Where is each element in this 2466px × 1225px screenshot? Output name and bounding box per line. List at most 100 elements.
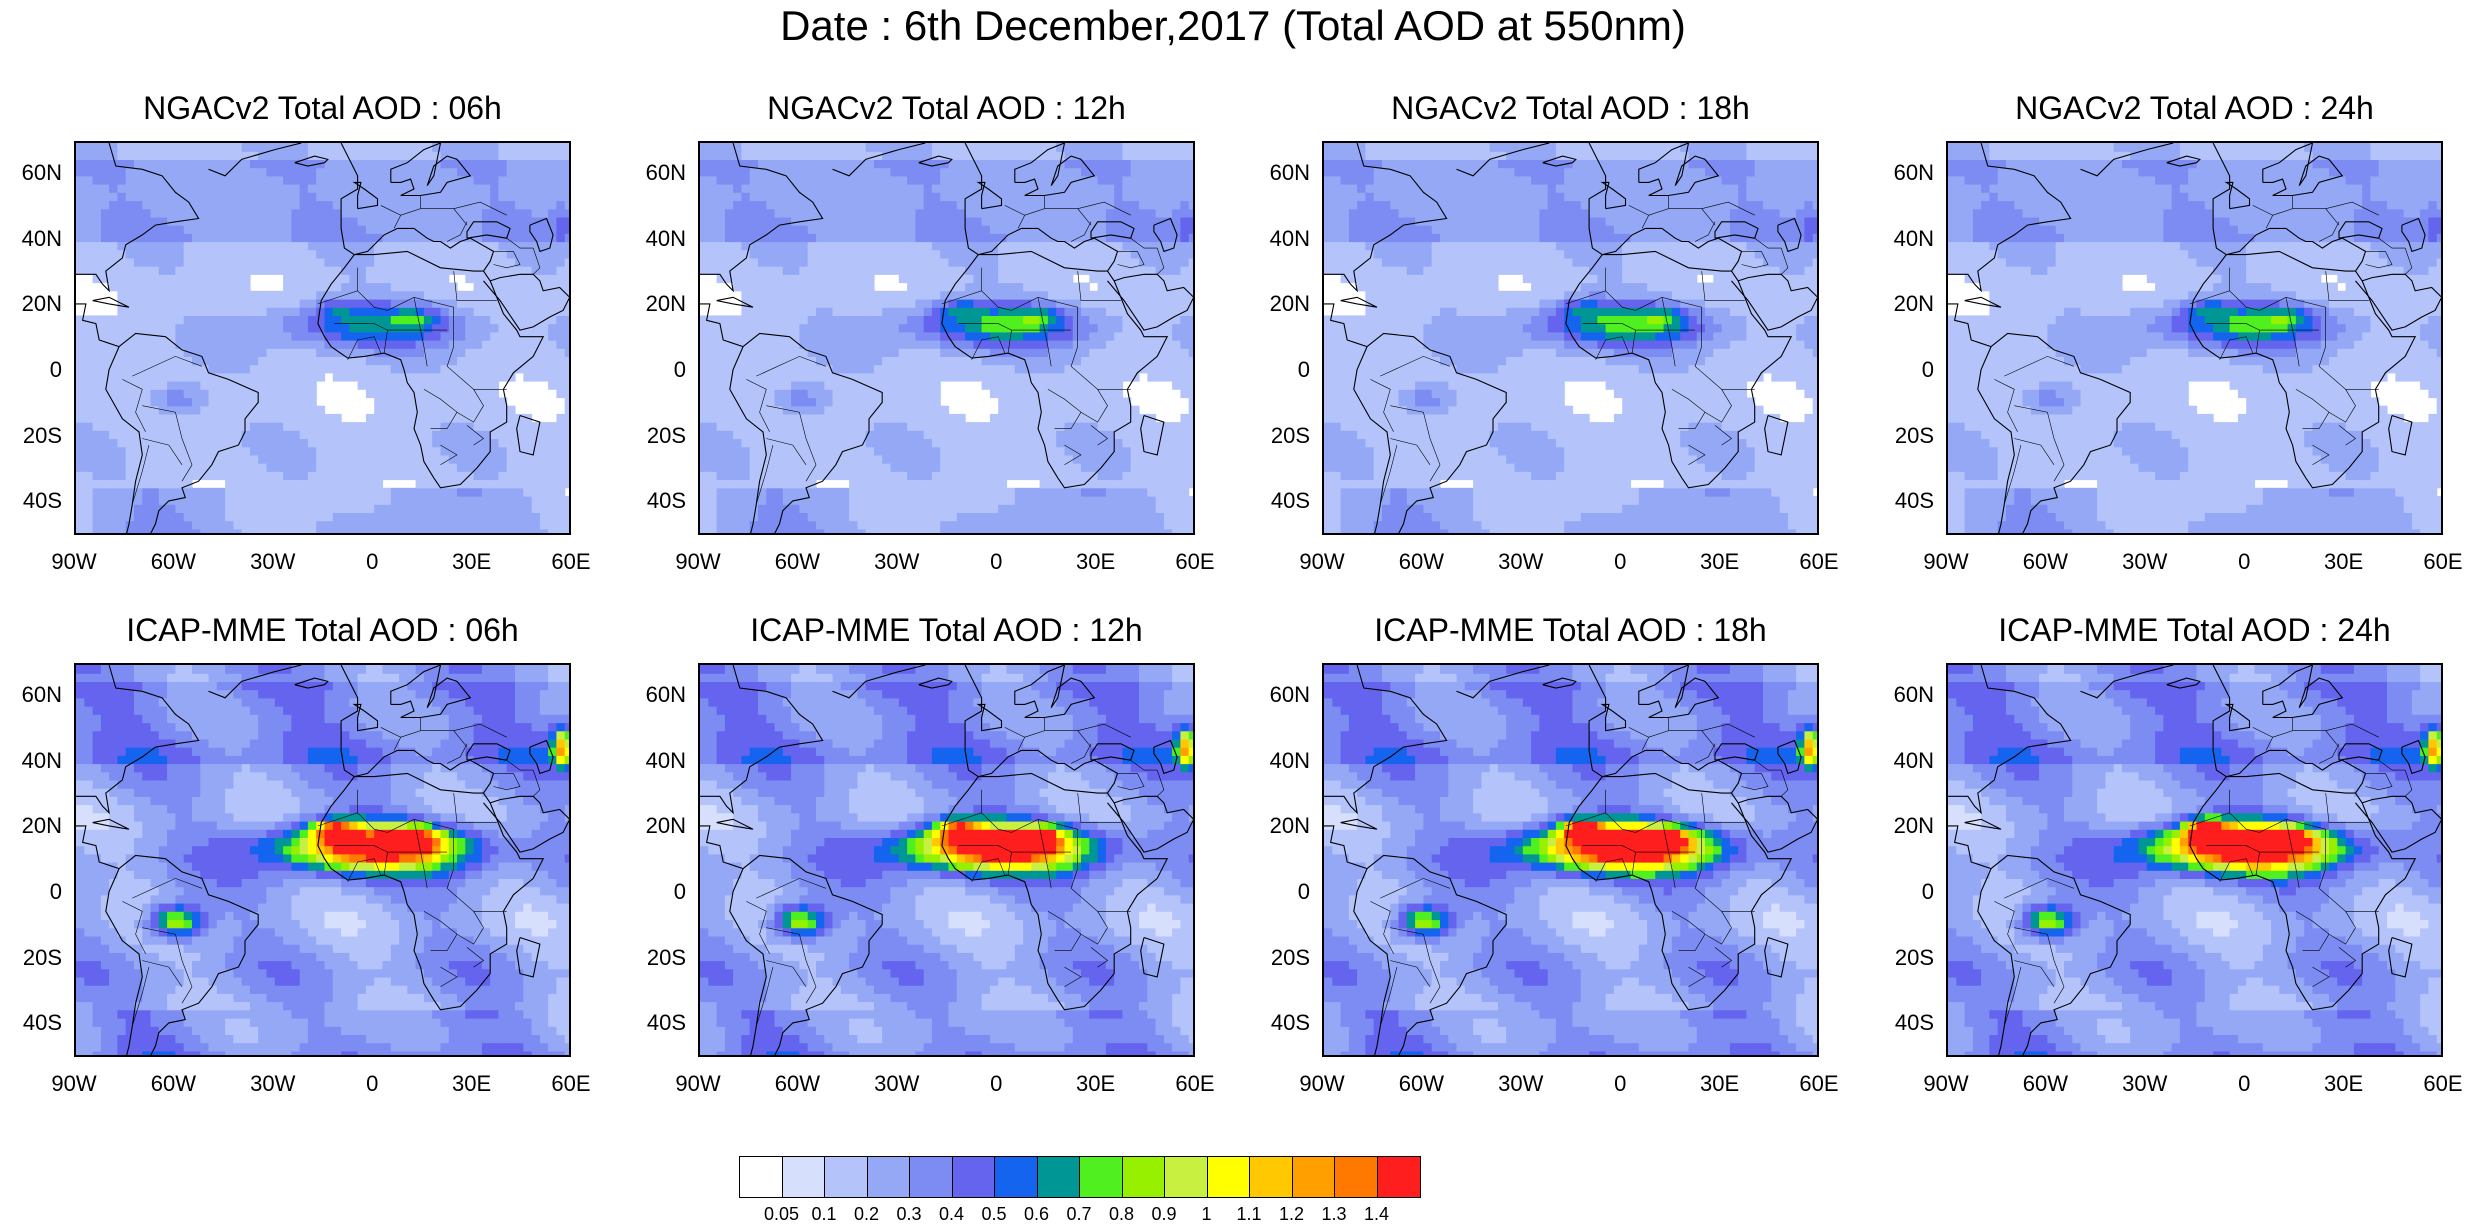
lon-tick-label: 0	[2209, 549, 2279, 575]
colorbar	[739, 1156, 1421, 1198]
lon-tick-label: 30W	[1486, 1071, 1556, 1097]
panel-title: ICAP-MME Total AOD : 06h	[13, 612, 633, 649]
colorbar-box	[868, 1157, 911, 1197]
lat-tick-label: 60N	[1240, 160, 1310, 186]
panel-title: ICAP-MME Total AOD : 24h	[1885, 612, 2466, 649]
lon-tick-label: 60W	[762, 1071, 832, 1097]
lat-tick-label: 40S	[616, 1010, 686, 1036]
aod-field	[1948, 665, 2443, 1057]
lon-tick-label: 60W	[138, 1071, 208, 1097]
lon-tick-label: 0	[337, 1071, 407, 1097]
colorbar-box	[910, 1157, 953, 1197]
lat-tick-label: 40N	[0, 226, 62, 252]
lat-tick-label: 40S	[1240, 1010, 1310, 1036]
lat-tick-label: 0	[1864, 357, 1934, 383]
lon-tick-label: 60W	[1386, 1071, 1456, 1097]
lat-tick-label: 20S	[1240, 423, 1310, 449]
colorbar-box	[1165, 1157, 1208, 1197]
colorbar-box	[953, 1157, 996, 1197]
lon-tick-label: 60W	[1386, 549, 1456, 575]
colorbar-box	[1378, 1157, 1421, 1197]
lat-tick-label: 0	[0, 879, 62, 905]
colorbar-box	[825, 1157, 868, 1197]
lon-tick-label: 60E	[536, 549, 606, 575]
aod-map-ngacv2-06h	[74, 141, 571, 535]
colorbar-box	[1123, 1157, 1166, 1197]
lon-tick-label: 30E	[437, 549, 507, 575]
lon-tick-label: 0	[961, 1071, 1031, 1097]
colorbar-box	[783, 1157, 826, 1197]
lat-tick-label: 40N	[1864, 748, 1934, 774]
panel-title: NGACv2 Total AOD : 18h	[1261, 90, 1881, 127]
lat-tick-label: 40S	[1240, 488, 1310, 514]
colorbar-box	[1038, 1157, 1081, 1197]
aod-field	[700, 143, 1195, 535]
lat-tick-label: 40S	[616, 488, 686, 514]
colorbar-box	[1335, 1157, 1378, 1197]
lat-tick-label: 20N	[0, 291, 62, 317]
lat-tick-label: 40N	[1864, 226, 1934, 252]
lon-tick-label: 0	[1585, 1071, 1655, 1097]
colorbar-box	[740, 1157, 783, 1197]
lat-tick-label: 0	[0, 357, 62, 383]
lon-tick-label: 60W	[2010, 1071, 2080, 1097]
lon-tick-label: 60W	[138, 549, 208, 575]
lat-tick-label: 40N	[0, 748, 62, 774]
lon-tick-label: 0	[1585, 549, 1655, 575]
lon-tick-label: 90W	[1911, 1071, 1981, 1097]
lon-tick-label: 60E	[1160, 1071, 1230, 1097]
colorbar-box	[995, 1157, 1038, 1197]
lon-tick-label: 30E	[1685, 549, 1755, 575]
lon-tick-label: 60E	[1160, 549, 1230, 575]
panel-title: ICAP-MME Total AOD : 12h	[637, 612, 1257, 649]
colorbar-box	[1293, 1157, 1336, 1197]
lat-tick-label: 40N	[616, 748, 686, 774]
lat-tick-label: 40S	[0, 1010, 62, 1036]
lat-tick-label: 20S	[0, 945, 62, 971]
lat-tick-label: 20N	[616, 813, 686, 839]
lon-tick-label: 60E	[2408, 549, 2466, 575]
lon-tick-label: 60E	[536, 1071, 606, 1097]
panel-title: NGACv2 Total AOD : 12h	[637, 90, 1257, 127]
lat-tick-label: 20S	[616, 945, 686, 971]
lon-tick-label: 30E	[1061, 549, 1131, 575]
lon-tick-label: 30E	[437, 1071, 507, 1097]
lon-tick-label: 0	[337, 549, 407, 575]
lat-tick-label: 40N	[1240, 748, 1310, 774]
aod-field	[76, 665, 571, 1057]
lon-tick-label: 0	[2209, 1071, 2279, 1097]
lat-tick-label: 40N	[1240, 226, 1310, 252]
lat-tick-label: 0	[1864, 879, 1934, 905]
lon-tick-label: 30E	[1061, 1071, 1131, 1097]
lat-tick-label: 20S	[0, 423, 62, 449]
panel-title: NGACv2 Total AOD : 24h	[1885, 90, 2466, 127]
lat-tick-label: 20S	[1864, 945, 1934, 971]
aod-map-icap-mme-06h	[74, 663, 571, 1057]
aod-map-ngacv2-12h	[698, 141, 1195, 535]
lat-tick-label: 20N	[1240, 813, 1310, 839]
lat-tick-label: 0	[1240, 879, 1310, 905]
aod-map-icap-mme-12h	[698, 663, 1195, 1057]
panel-title: NGACv2 Total AOD : 06h	[13, 90, 633, 127]
lon-tick-label: 90W	[1287, 1071, 1357, 1097]
aod-map-icap-mme-18h	[1322, 663, 1819, 1057]
lon-tick-label: 30E	[2309, 1071, 2379, 1097]
colorbar-box	[1250, 1157, 1293, 1197]
lat-tick-label: 40S	[1864, 488, 1934, 514]
lat-tick-label: 60N	[616, 682, 686, 708]
lon-tick-label: 30W	[238, 1071, 308, 1097]
lat-tick-label: 0	[616, 357, 686, 383]
lon-tick-label: 60W	[2010, 549, 2080, 575]
lon-tick-label: 0	[961, 549, 1031, 575]
aod-map-icap-mme-24h	[1946, 663, 2443, 1057]
aod-field	[1324, 143, 1819, 535]
lon-tick-label: 90W	[39, 1071, 109, 1097]
lat-tick-label: 60N	[0, 160, 62, 186]
colorbar-box	[1208, 1157, 1251, 1197]
lat-tick-label: 20S	[1864, 423, 1934, 449]
lat-tick-label: 40S	[1864, 1010, 1934, 1036]
aod-map-ngacv2-18h	[1322, 141, 1819, 535]
lon-tick-label: 30E	[2309, 549, 2379, 575]
aod-field	[76, 143, 571, 535]
aod-field	[1948, 143, 2443, 535]
